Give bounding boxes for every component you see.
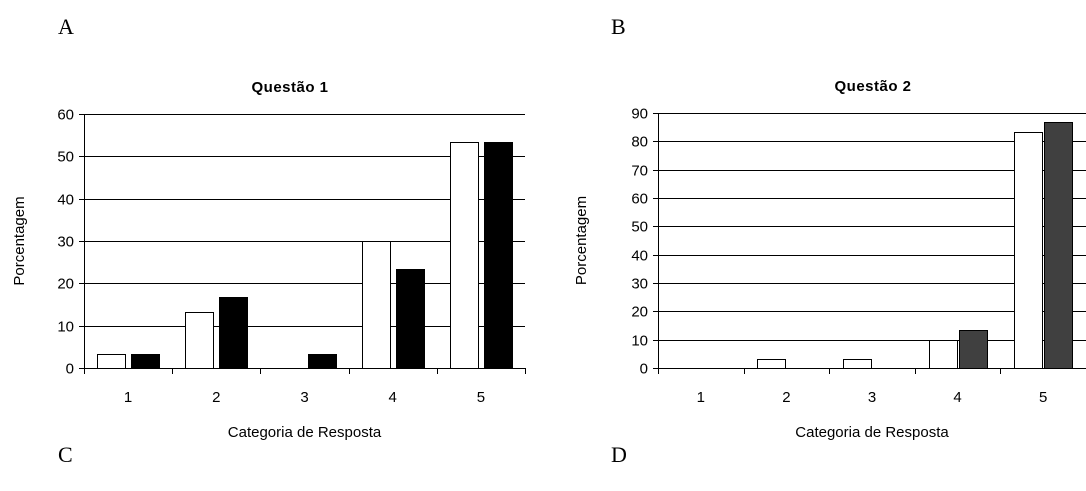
y-tick-label: 50 bbox=[57, 149, 74, 166]
bar bbox=[843, 359, 872, 369]
y-tick-label: 10 bbox=[57, 319, 74, 336]
y-tick-label: 70 bbox=[631, 163, 648, 180]
bar bbox=[959, 330, 988, 369]
y-tick-label: 20 bbox=[57, 276, 74, 293]
bar bbox=[1014, 132, 1043, 369]
bar bbox=[219, 297, 248, 369]
y-tick-label: 60 bbox=[631, 191, 648, 208]
y-tick-label: 0 bbox=[640, 361, 648, 378]
bar bbox=[757, 359, 786, 369]
x-tick-label: 5 bbox=[477, 389, 485, 406]
y-tick-label: 50 bbox=[631, 219, 648, 236]
x-tick-label: 1 bbox=[697, 389, 705, 406]
bar bbox=[396, 269, 425, 369]
bar bbox=[1044, 122, 1073, 369]
bar bbox=[929, 340, 958, 369]
y-tick-label: 80 bbox=[631, 134, 648, 151]
panel-label-c: C bbox=[58, 442, 73, 467]
y-tick-label: 0 bbox=[66, 361, 74, 378]
y-tick-label: 10 bbox=[631, 333, 648, 350]
y-tick-label: 40 bbox=[631, 248, 648, 265]
bar bbox=[362, 241, 391, 369]
panel-label-d: D bbox=[611, 442, 627, 467]
x-tick-label: 2 bbox=[212, 389, 220, 406]
x-tick-label: 4 bbox=[953, 389, 961, 406]
panel-label-a: A bbox=[58, 14, 74, 39]
y-tick-label: 30 bbox=[57, 234, 74, 251]
x-axis-label: Categoria de Resposta bbox=[795, 424, 949, 441]
x-tick-label: 4 bbox=[389, 389, 397, 406]
y-axis-label: Porcentagem bbox=[11, 196, 28, 285]
y-tick-label: 40 bbox=[57, 192, 74, 209]
y-tick-label: 60 bbox=[57, 107, 74, 124]
x-axis-label: Categoria de Resposta bbox=[228, 424, 382, 441]
x-tick-label: 3 bbox=[868, 389, 876, 406]
bar bbox=[185, 312, 214, 369]
y-tick-label: 20 bbox=[631, 304, 648, 321]
x-tick-label: 5 bbox=[1039, 389, 1047, 406]
x-tick-label: 3 bbox=[300, 389, 308, 406]
x-tick-label: 2 bbox=[782, 389, 790, 406]
x-tick-label: 1 bbox=[124, 389, 132, 406]
y-tick-label: 90 bbox=[631, 106, 648, 123]
y-axis-label: Porcentagem bbox=[573, 196, 590, 285]
y-tick-label: 30 bbox=[631, 276, 648, 293]
chart-title: Questão 2 bbox=[834, 78, 911, 95]
chart-title: Questão 1 bbox=[251, 79, 328, 96]
panel-label-b: B bbox=[611, 14, 626, 39]
